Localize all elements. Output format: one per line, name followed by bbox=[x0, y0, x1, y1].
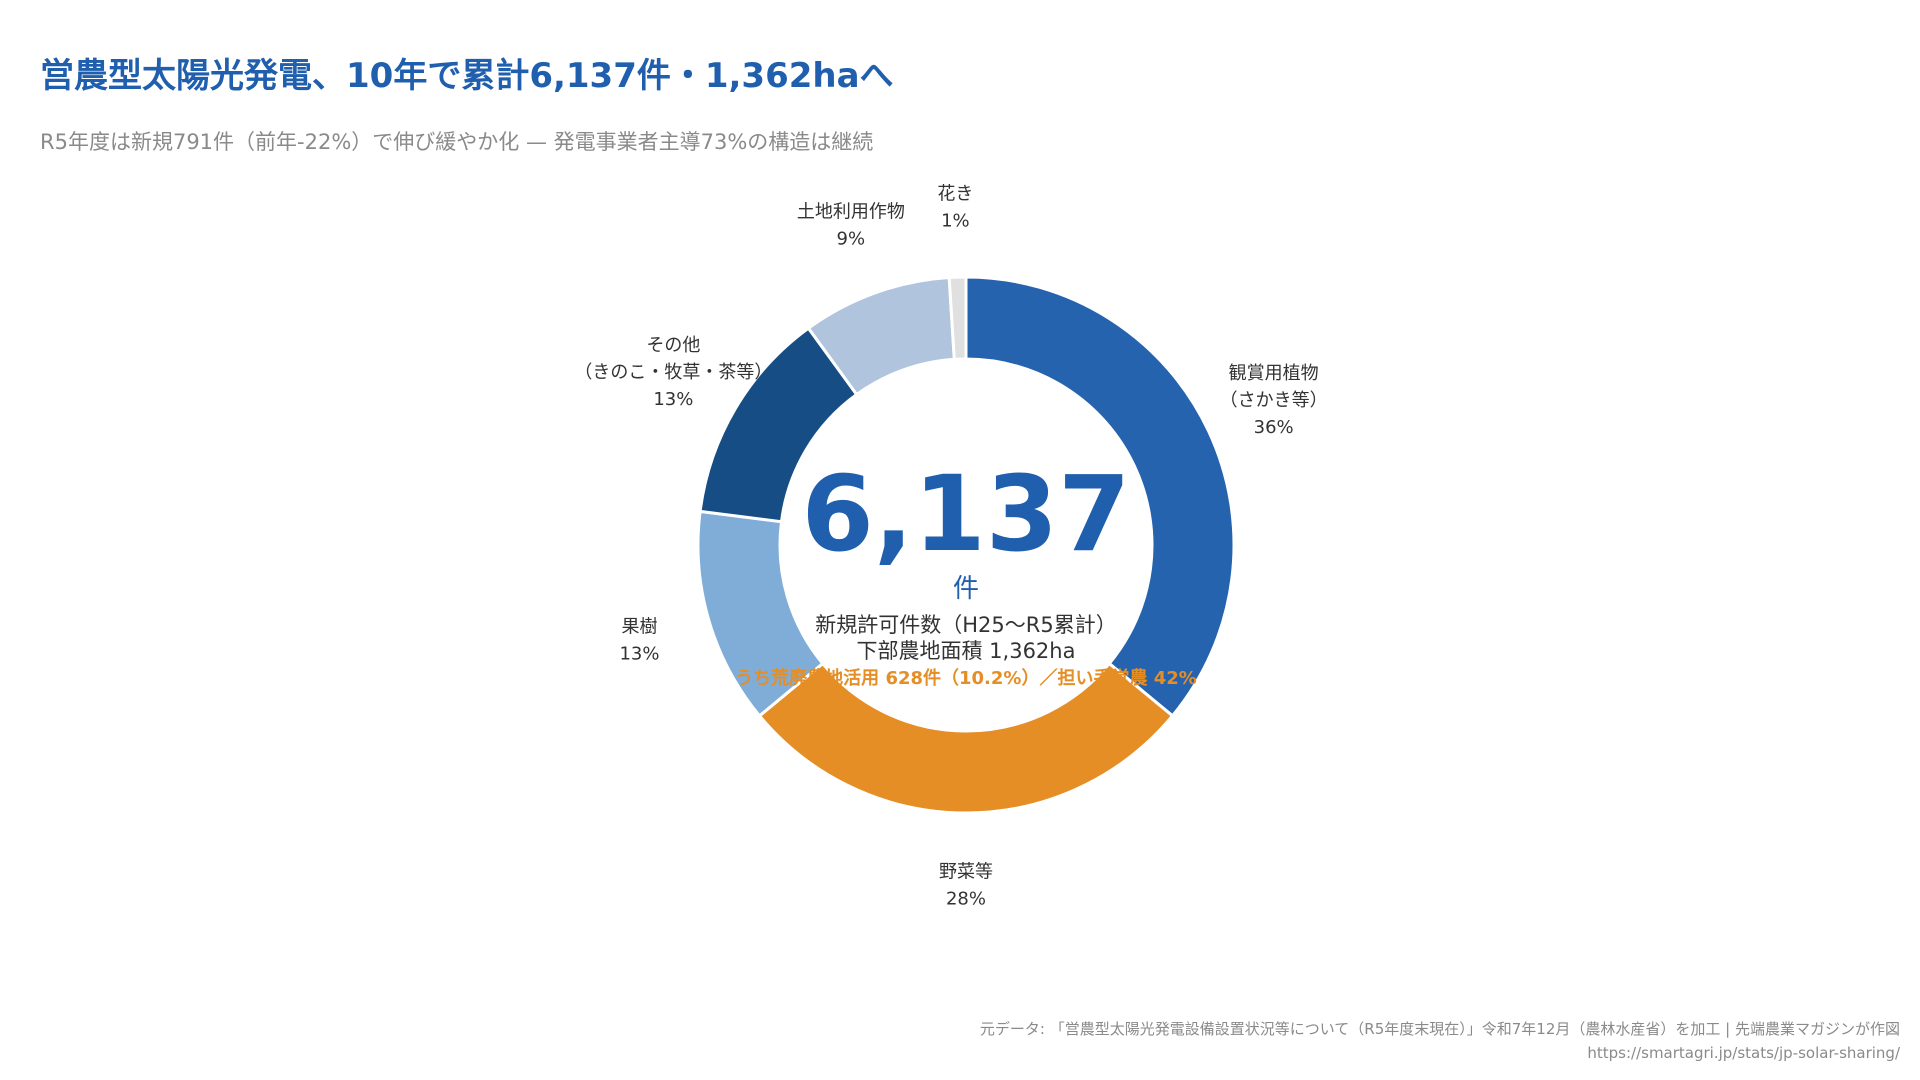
center-total-value: 6,137 bbox=[802, 453, 1131, 575]
slice-percent-label: 1% bbox=[941, 211, 970, 232]
slice-category-label: 花き bbox=[937, 184, 973, 205]
slice-category-label: 果樹 bbox=[622, 616, 658, 637]
center-caption-area: 下部農地面積 1,362ha bbox=[857, 639, 1076, 663]
slice-percent-label: 9% bbox=[837, 229, 866, 250]
slice-percent-label: 28% bbox=[946, 889, 986, 910]
source-note: 元データ: 「営農型太陽光発電設備設置状況等について（R5年度末現在）」令和7年… bbox=[979, 1020, 1900, 1038]
slice-percent-label: 13% bbox=[653, 389, 693, 410]
slice-labels: 観賞用植物 （さかき等） 36% 野菜等 28% 果樹 13% その他 （きのこ・牧草・茶等） 1… bbox=[574, 184, 1327, 910]
center-highlight-text: うち荒廃農地活用 628件（10.2%）／担い手営農 42% bbox=[735, 667, 1197, 689]
source-url: https://smartagri.jp/stats/jp-solar-shar… bbox=[1587, 1044, 1900, 1062]
slice-percent-label: 36% bbox=[1254, 417, 1294, 438]
slice-category-label: その他 bbox=[646, 335, 700, 356]
donut-center: 6,137 件 新規許可件数（H25〜R5累計） 下部農地面積 1,362ha … bbox=[735, 453, 1197, 689]
slice-category-label: （きのこ・牧草・茶等） bbox=[574, 362, 772, 383]
donut-slice bbox=[947, 275, 968, 361]
slice-category-label: 観賞用植物 bbox=[1229, 363, 1319, 384]
slice-category-label: 土地利用作物 bbox=[797, 202, 905, 223]
donut-slice bbox=[964, 275, 1236, 718]
center-total-unit: 件 bbox=[953, 574, 979, 604]
slice-percent-label: 13% bbox=[619, 643, 659, 664]
donut-slices bbox=[696, 275, 1236, 815]
donut-slice bbox=[757, 661, 1175, 815]
chart-subtitle: R5年度は新規791件（前年-22%）で伸び緩やか化 — 発電事業者主導73%の… bbox=[40, 130, 874, 154]
slice-category-label: （さかき等） bbox=[1220, 390, 1328, 411]
center-caption-count: 新規許可件数（H25〜R5累計） bbox=[815, 613, 1116, 637]
slice-category-label: 野菜等 bbox=[939, 862, 993, 883]
chart-title: 営農型太陽光発電、10年で累計6,137件・1,362haへ bbox=[40, 56, 894, 96]
